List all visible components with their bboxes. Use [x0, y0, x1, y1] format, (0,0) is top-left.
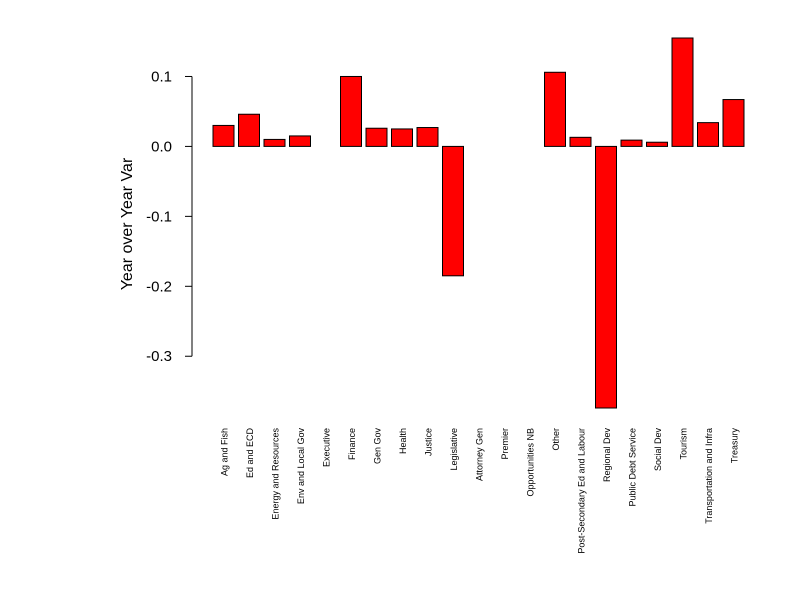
x-tick-label: Legislative	[449, 428, 459, 471]
x-tick-label: Opportunities NB	[526, 428, 536, 497]
bar-15	[595, 145, 617, 409]
bar-8	[416, 127, 439, 147]
bar-18	[671, 37, 694, 147]
bar-20	[722, 99, 745, 147]
x-tick-label: Transportation and Infra	[704, 428, 714, 524]
y-tick-label: -0.3	[146, 348, 172, 365]
y-axis: 0.1 0.0 -0.1 -0.2 -0.3	[146, 68, 193, 365]
bar-3	[289, 135, 311, 147]
x-tick-label: Executive	[322, 428, 332, 467]
x-tick-label: Public Debt Service	[628, 428, 638, 507]
y-tick-label: 0.1	[151, 68, 172, 85]
y-tick-label: -0.1	[146, 208, 172, 225]
x-tick-label: Other	[551, 428, 561, 451]
x-tick-label: Regional Dev	[602, 428, 612, 483]
bar-0	[212, 124, 235, 147]
x-tick-label: Treasury	[730, 428, 740, 464]
x-tick-label: Env and Local Gov	[296, 428, 306, 505]
x-tick-label: Justice	[424, 428, 434, 456]
x-tick-label: Energy and Resources	[271, 428, 281, 520]
y-tick-label: -0.2	[146, 278, 172, 295]
bar-16	[620, 139, 643, 147]
bar-19	[697, 122, 719, 147]
bars-layer	[212, 37, 745, 409]
x-tick-label: Social Dev	[653, 428, 663, 472]
x-tick-label: Ed and ECD	[245, 428, 255, 479]
bar-5	[340, 75, 362, 147]
x-tick-label: Tourism	[679, 428, 689, 460]
bar-1	[238, 113, 260, 147]
x-axis-labels: Ag and Fish Ed and ECD Energy and Resource…	[220, 428, 740, 554]
bar-13	[544, 71, 566, 147]
y-tick-label: 0.0	[151, 138, 172, 155]
bar-6	[365, 127, 388, 147]
x-tick-label: Gen Gov	[373, 428, 383, 465]
x-tick-label: Post-Secondary Ed and Labour	[577, 428, 587, 554]
bar-17	[646, 141, 668, 147]
x-tick-label: Attorney Gen	[475, 428, 485, 481]
bar-7	[391, 128, 413, 147]
bar-14	[569, 136, 592, 147]
x-tick-label: Finance	[347, 428, 357, 460]
y-axis-title: Year over Year Var	[119, 157, 136, 290]
bar-9	[442, 145, 464, 277]
bar-2	[263, 138, 286, 147]
x-tick-label: Health	[398, 428, 408, 454]
x-tick-label: Premier	[500, 428, 510, 460]
x-tick-label: Ag and Fish	[220, 428, 230, 476]
